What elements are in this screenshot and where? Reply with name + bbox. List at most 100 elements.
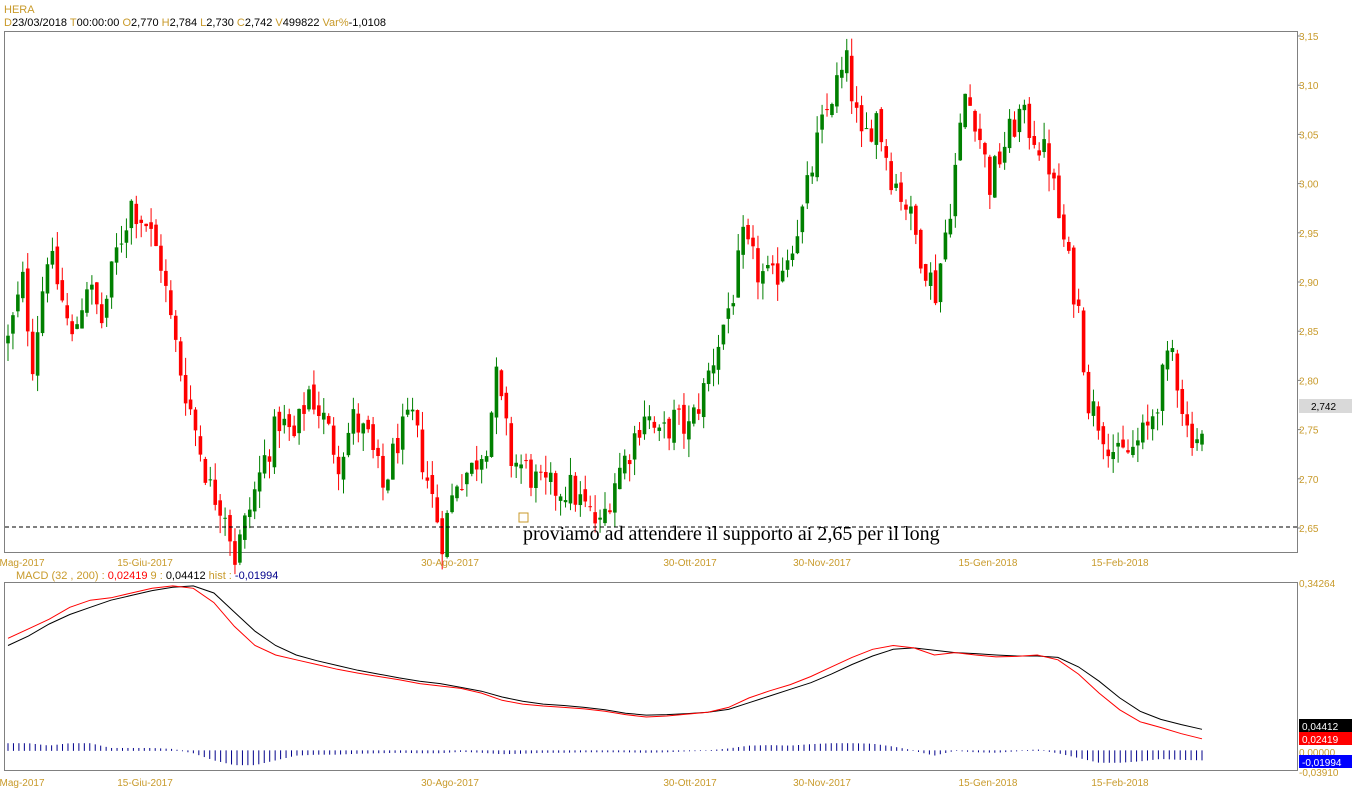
macd-header-part-6: -0,01994 <box>235 570 278 582</box>
macd-tick-label: 0,00000 <box>1299 748 1336 759</box>
candle <box>711 348 716 387</box>
candle <box>489 411 494 458</box>
header-value-1: 00:00:00 <box>77 17 120 29</box>
candle <box>1032 120 1037 149</box>
candle <box>65 293 70 326</box>
candle <box>356 403 361 443</box>
candle <box>1195 428 1199 451</box>
date-label: 30-Ott-2017 <box>663 558 717 569</box>
candle <box>746 218 750 245</box>
candle-series <box>6 38 1204 575</box>
candle <box>1140 414 1145 450</box>
candle <box>766 255 770 272</box>
candle <box>647 405 652 430</box>
candle <box>622 449 627 480</box>
candle <box>820 104 824 144</box>
candle <box>302 392 306 431</box>
candle <box>262 439 267 479</box>
candle <box>331 417 336 464</box>
candle <box>484 450 489 469</box>
candle <box>864 112 869 130</box>
candle <box>55 232 60 290</box>
candle <box>203 456 208 486</box>
candle <box>164 259 168 303</box>
candle <box>178 336 183 382</box>
candle <box>721 324 726 350</box>
candle <box>371 416 375 459</box>
candle <box>455 484 459 502</box>
date-label: 15-Giu-2017 <box>117 558 173 569</box>
header-value-0: 23/03/2018 <box>12 17 67 29</box>
candle <box>558 493 563 516</box>
candle <box>780 257 785 283</box>
header-value-7: -1,0108 <box>349 17 386 29</box>
candle <box>840 56 844 89</box>
candle <box>509 416 514 478</box>
candle <box>731 294 736 315</box>
candle <box>292 415 296 438</box>
candle <box>35 315 40 392</box>
price-tick-label: 3,15 <box>1299 32 1319 43</box>
candle <box>524 453 528 469</box>
macd-tag-label: 0,02419 <box>1302 735 1339 746</box>
candle <box>1111 434 1115 473</box>
candle <box>1180 379 1185 426</box>
candle <box>326 413 331 426</box>
candle <box>494 357 499 435</box>
candle <box>1071 245 1076 318</box>
candle <box>16 281 20 318</box>
candle <box>918 228 923 274</box>
date-label: 30-Ago-2017 <box>421 558 479 569</box>
candle <box>415 409 420 438</box>
candle <box>859 95 864 148</box>
candle <box>40 276 45 337</box>
candle <box>854 86 859 123</box>
candle <box>60 267 65 303</box>
candle <box>430 461 435 508</box>
candle <box>909 195 913 231</box>
macd-tag-bg <box>1299 755 1352 768</box>
candle <box>1091 389 1096 427</box>
candle <box>317 391 321 429</box>
candle <box>336 445 341 491</box>
header-value-6: 499822 <box>283 17 320 29</box>
candle <box>479 454 484 484</box>
candle <box>830 102 834 118</box>
annotation-marker <box>518 512 529 523</box>
price-tick-label: 2,90 <box>1299 278 1319 289</box>
candle <box>588 495 592 512</box>
macd-header-part-3: 9 : <box>147 570 165 582</box>
candle <box>445 510 449 559</box>
header-key-6: V <box>272 17 283 29</box>
candle <box>805 161 810 210</box>
candle <box>958 113 963 161</box>
header-key-0: D <box>4 17 12 29</box>
date-label: 15-Feb-2018 <box>1091 558 1149 569</box>
candle <box>1121 425 1125 449</box>
candle <box>1037 142 1041 161</box>
candle <box>188 385 193 415</box>
candle <box>420 411 425 480</box>
candle <box>598 509 602 533</box>
macd-tag-label: -0,01994 <box>1302 758 1342 769</box>
candle <box>1012 111 1017 138</box>
candle <box>677 404 681 425</box>
candle <box>923 263 928 287</box>
candle <box>973 109 977 142</box>
candle <box>1047 129 1051 192</box>
macd-axis: 0,34264 0,04412 0,02419 0,00000-0,01994-0,0… <box>1299 579 1352 779</box>
macd-tag-label: 0,04412 <box>1302 722 1339 733</box>
candle <box>1042 122 1046 158</box>
candle <box>726 292 731 334</box>
candle <box>297 408 301 445</box>
candle <box>1145 404 1150 440</box>
candle <box>75 316 79 330</box>
candle <box>425 461 430 489</box>
header-key-1: T <box>67 17 77 29</box>
candle <box>914 203 918 245</box>
candle <box>800 204 805 244</box>
price-tick-label: 2,95 <box>1299 229 1319 240</box>
candle <box>1081 307 1086 376</box>
candle <box>208 466 213 487</box>
candle <box>1155 408 1160 431</box>
